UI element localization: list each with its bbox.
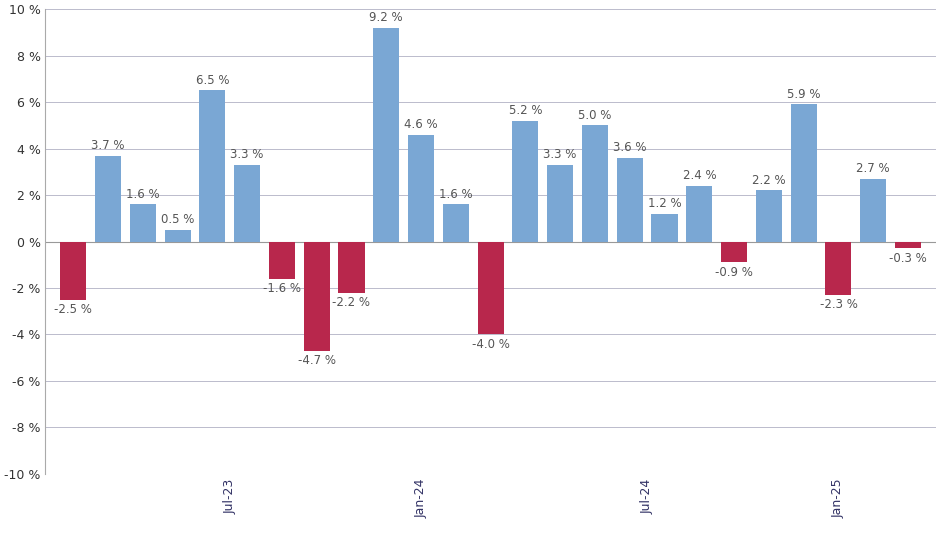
Bar (721, 241, 747, 262)
Text: -2.2 %: -2.2 % (333, 296, 370, 309)
Bar (547, 165, 573, 241)
Bar (617, 158, 643, 241)
Bar (895, 241, 921, 249)
Text: -0.9 %: -0.9 % (715, 266, 753, 279)
Bar (443, 205, 469, 241)
Bar (269, 241, 295, 279)
Bar (408, 135, 434, 241)
Bar (164, 230, 191, 241)
Bar (60, 241, 86, 300)
Text: 1.2 %: 1.2 % (648, 197, 682, 210)
Text: -1.6 %: -1.6 % (263, 282, 301, 295)
Bar (199, 91, 226, 241)
Text: -4.0 %: -4.0 % (472, 338, 509, 351)
Text: 1.6 %: 1.6 % (126, 188, 160, 201)
Bar (860, 179, 886, 241)
Text: 2.7 %: 2.7 % (856, 162, 890, 175)
Text: 5.0 %: 5.0 % (578, 109, 612, 122)
Text: 3.7 %: 3.7 % (91, 139, 125, 152)
Bar (582, 125, 608, 241)
Bar (234, 165, 260, 241)
Text: 3.6 %: 3.6 % (613, 141, 647, 155)
Text: 0.5 %: 0.5 % (161, 213, 195, 227)
Text: -2.5 %: -2.5 % (55, 303, 92, 316)
Text: -2.3 %: -2.3 % (820, 299, 857, 311)
Bar (95, 156, 121, 241)
Text: 3.3 %: 3.3 % (543, 148, 577, 161)
Text: 3.3 %: 3.3 % (230, 148, 264, 161)
Bar (686, 186, 713, 241)
Text: 1.6 %: 1.6 % (439, 188, 473, 201)
Bar (478, 241, 504, 334)
Bar (373, 28, 400, 241)
Text: 6.5 %: 6.5 % (196, 74, 229, 87)
Text: -4.7 %: -4.7 % (298, 354, 336, 367)
Bar (512, 120, 539, 241)
Text: 2.4 %: 2.4 % (682, 169, 716, 182)
Text: 2.2 %: 2.2 % (752, 174, 786, 187)
Bar (130, 205, 156, 241)
Bar (791, 104, 817, 241)
Bar (338, 241, 365, 293)
Text: 9.2 %: 9.2 % (369, 11, 403, 24)
Bar (651, 213, 678, 241)
Bar (825, 241, 852, 295)
Text: -0.3 %: -0.3 % (889, 252, 927, 265)
Text: 4.6 %: 4.6 % (404, 118, 438, 131)
Bar (756, 190, 782, 241)
Text: 5.2 %: 5.2 % (509, 104, 542, 117)
Bar (304, 241, 330, 351)
Text: 5.9 %: 5.9 % (787, 88, 821, 101)
